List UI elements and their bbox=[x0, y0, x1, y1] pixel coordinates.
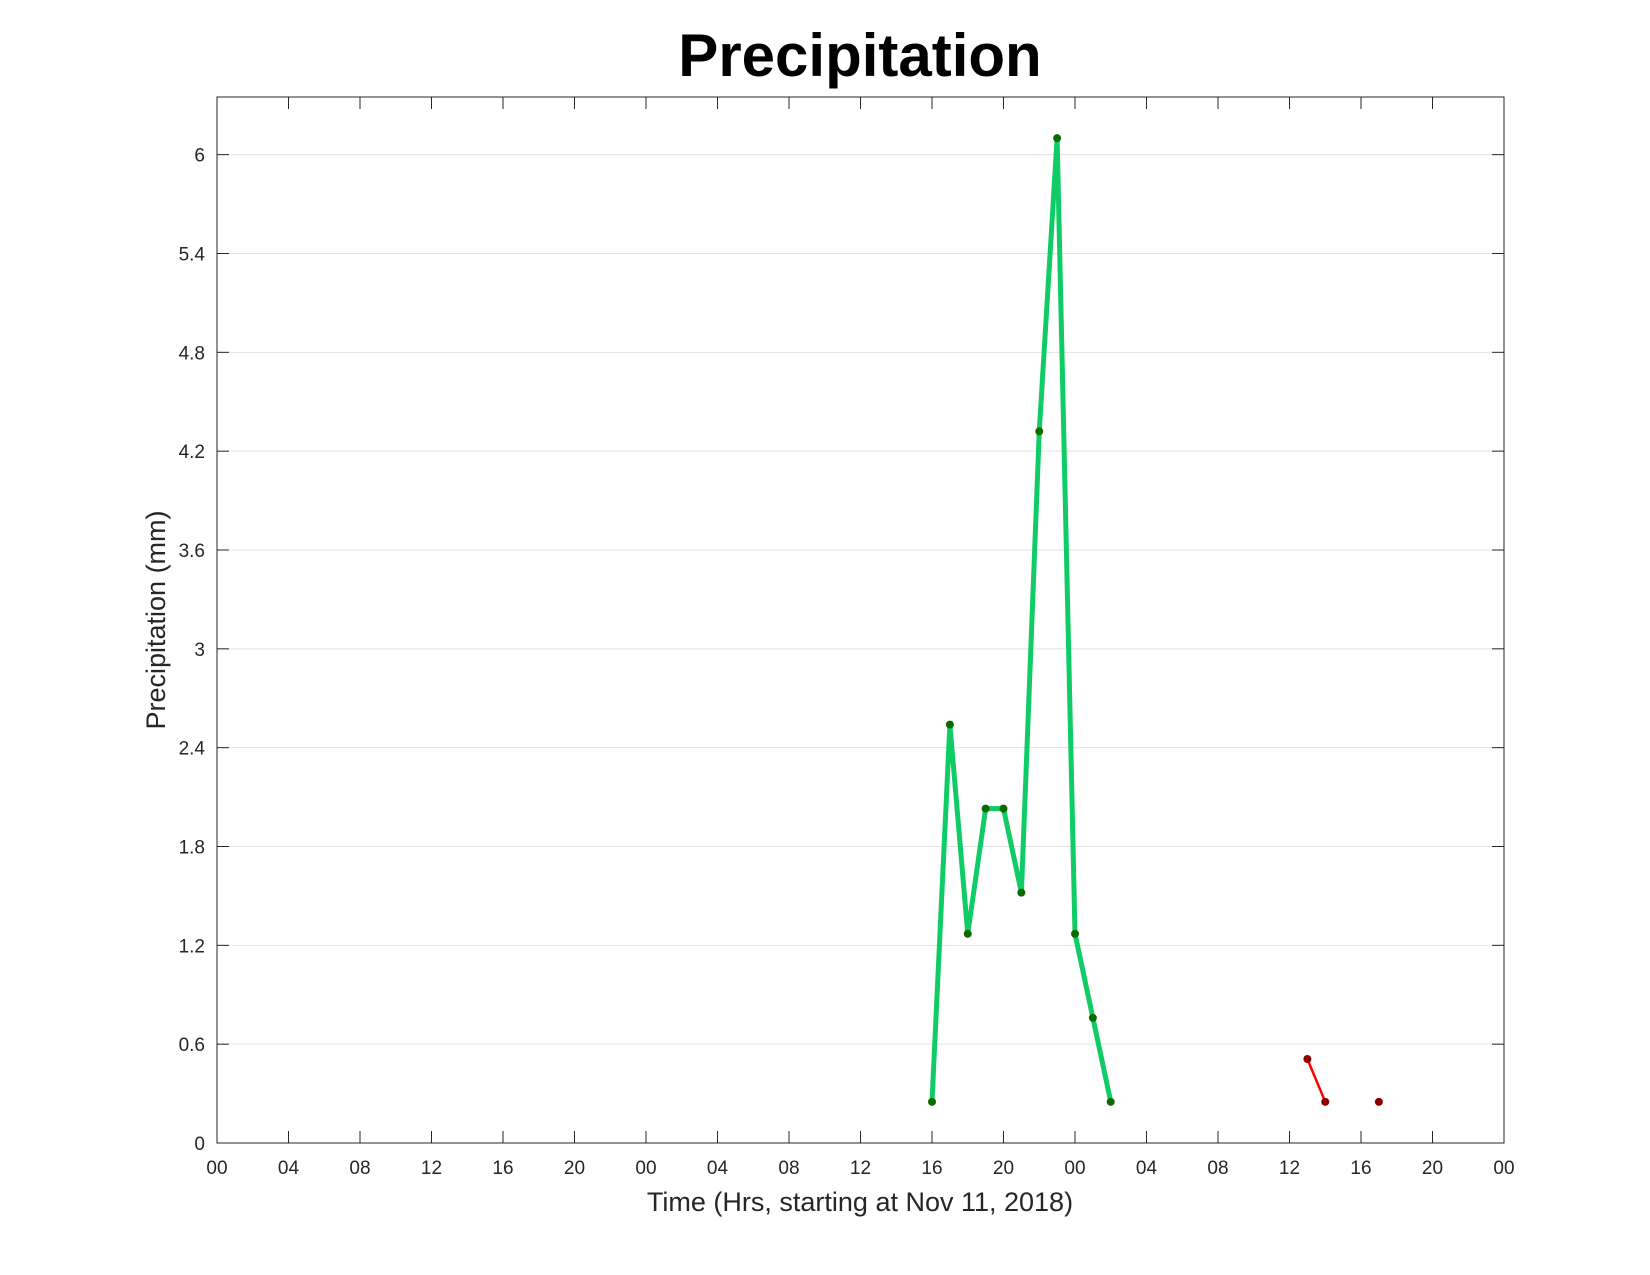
y-tick-label: 4.8 bbox=[179, 343, 205, 364]
y-tick-label: 1.8 bbox=[179, 837, 205, 858]
y-tick-label: 0 bbox=[194, 1134, 205, 1155]
data-series bbox=[928, 134, 1383, 1106]
x-tick-label: 04 bbox=[707, 1158, 729, 1179]
y-tick-label: 0.6 bbox=[179, 1035, 205, 1056]
data-point bbox=[999, 804, 1008, 813]
x-tick-label: 08 bbox=[1207, 1158, 1228, 1179]
x-tick-label: 00 bbox=[1064, 1158, 1085, 1179]
x-tick-label: 12 bbox=[421, 1158, 442, 1179]
series-0 bbox=[928, 134, 1115, 1106]
y-tick-label: 1.2 bbox=[179, 936, 205, 957]
grid-lines bbox=[217, 154, 1504, 1045]
x-tick-label: 00 bbox=[206, 1158, 227, 1179]
data-point bbox=[1088, 1013, 1097, 1022]
axis-ticks: 0 0.6 1.2 1.8 2.4 3 3.6 4.2 4.8 5.4 6 00 04 08 12 16 20 0… bbox=[179, 97, 1515, 1179]
data-point bbox=[1374, 1097, 1383, 1106]
data-point bbox=[981, 804, 990, 813]
data-point bbox=[963, 929, 972, 938]
data-point bbox=[1017, 888, 1026, 897]
x-tick-label: 16 bbox=[492, 1158, 513, 1179]
x-tick-label: 12 bbox=[850, 1158, 871, 1179]
x-tick-label: 20 bbox=[564, 1158, 585, 1179]
data-point bbox=[1035, 427, 1044, 436]
x-tick-label: 12 bbox=[1279, 1158, 1300, 1179]
series-line bbox=[1306, 1057, 1327, 1104]
x-tick-label: 00 bbox=[1493, 1158, 1514, 1179]
y-tick-label: 3 bbox=[194, 640, 205, 661]
series-line bbox=[929, 135, 1114, 1105]
data-point bbox=[1071, 929, 1079, 938]
series-1 bbox=[1303, 1054, 1330, 1106]
data-point bbox=[1053, 134, 1062, 143]
x-tick-label: 20 bbox=[993, 1158, 1014, 1179]
y-tick-label: 4.2 bbox=[179, 442, 205, 463]
y-axis-label: Precipitation (mm) bbox=[141, 510, 171, 729]
x-tick-label: 08 bbox=[349, 1158, 370, 1179]
data-point bbox=[1303, 1054, 1312, 1063]
data-point bbox=[1106, 1097, 1115, 1106]
x-tick-label: 04 bbox=[1136, 1158, 1158, 1179]
y-tick-label: 3.6 bbox=[179, 541, 205, 562]
data-point bbox=[1321, 1097, 1330, 1106]
series-2 bbox=[1374, 1097, 1383, 1106]
x-tick-label: 04 bbox=[278, 1158, 300, 1179]
x-tick-label: 00 bbox=[635, 1158, 656, 1179]
x-tick-label: 08 bbox=[778, 1158, 799, 1179]
data-point bbox=[928, 1097, 936, 1106]
x-tick-label: 20 bbox=[1422, 1158, 1443, 1179]
y-tick-label: 2.4 bbox=[179, 739, 206, 760]
data-point bbox=[945, 720, 954, 729]
x-tick-label: 16 bbox=[921, 1158, 942, 1179]
chart-title: Precipitation bbox=[678, 22, 1041, 89]
x-tick-label: 16 bbox=[1350, 1158, 1371, 1179]
y-tick-label: 6 bbox=[194, 146, 205, 167]
y-tick-label: 5.4 bbox=[179, 244, 206, 265]
x-axis-label: Time (Hrs, starting at Nov 11, 2018) bbox=[647, 1187, 1073, 1217]
